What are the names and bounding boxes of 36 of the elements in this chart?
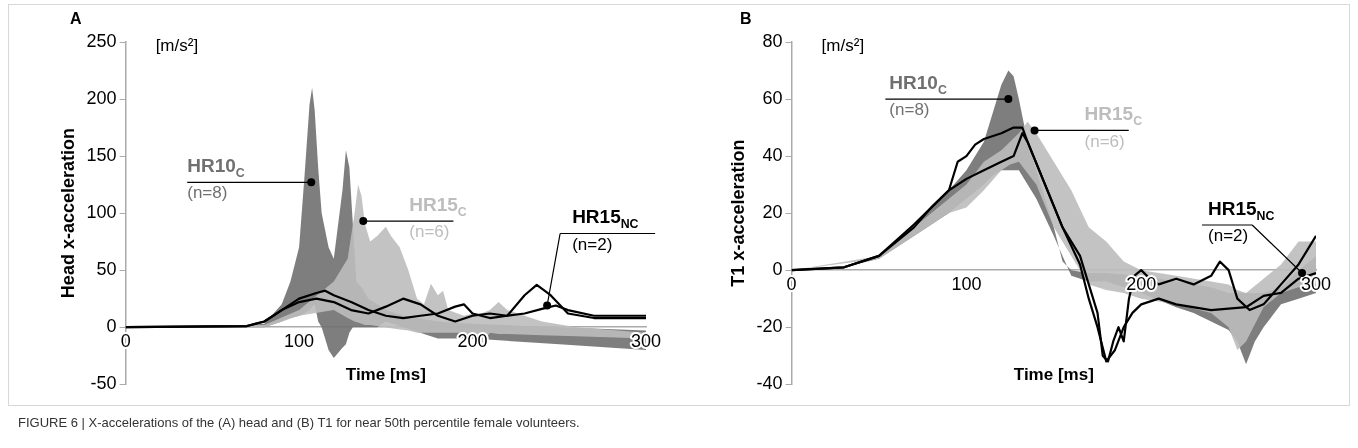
caption: FIGURE 6 | X-accelerations of the (A) head and (B) T1 for near 50th percentile female volunteers. bbox=[18, 415, 580, 430]
y-tick-label: 50 bbox=[96, 259, 117, 280]
y-tick-label: 250 bbox=[86, 30, 117, 51]
x-tick-label: 100 bbox=[284, 331, 315, 352]
y-tick-label: -40 bbox=[756, 373, 783, 394]
annotation: (n=2) bbox=[572, 234, 613, 254]
y-tick-label: 20 bbox=[762, 202, 783, 223]
y-tick-label: 0 bbox=[772, 259, 783, 280]
chart-title: A bbox=[70, 10, 82, 28]
y-tick-label: 150 bbox=[86, 145, 117, 166]
x-tick-label: 300 bbox=[1300, 274, 1332, 295]
y-axis-title: Head x-acceleration bbox=[57, 128, 78, 299]
y-tick-label: 80 bbox=[762, 30, 783, 51]
y-tick-label: 60 bbox=[762, 88, 783, 108]
x-axis-title: Time [ms] bbox=[345, 365, 426, 385]
y-tick-label: 200 bbox=[86, 88, 117, 108]
y-tick-label: -50 bbox=[90, 373, 117, 394]
annotation: (n=8) bbox=[187, 183, 228, 203]
y-tick-label: 0 bbox=[106, 316, 117, 337]
y-tick-label: -20 bbox=[756, 316, 783, 337]
y-tick-label: 100 bbox=[86, 202, 117, 223]
chart-title: B bbox=[740, 10, 752, 28]
y-axis-title: T1 x-acceleration bbox=[727, 139, 748, 287]
y-tick-label: 40 bbox=[762, 145, 783, 166]
annotation: (n=6) bbox=[1084, 131, 1125, 151]
x-tick-label: 100 bbox=[951, 274, 982, 295]
x-axis-title: Time [ms] bbox=[1013, 365, 1094, 385]
annotation: (n=6) bbox=[409, 222, 450, 242]
annotation: [m/s²] bbox=[821, 35, 865, 55]
x-tick-label: 200 bbox=[457, 331, 488, 352]
annotation: (n=2) bbox=[1208, 226, 1249, 246]
x-tick-label: 0 bbox=[120, 331, 131, 352]
x-tick-label: 0 bbox=[786, 274, 797, 295]
annotation: [m/s²] bbox=[155, 35, 199, 55]
x-tick-label: 300 bbox=[630, 331, 662, 352]
annotation: (n=8) bbox=[889, 100, 930, 120]
